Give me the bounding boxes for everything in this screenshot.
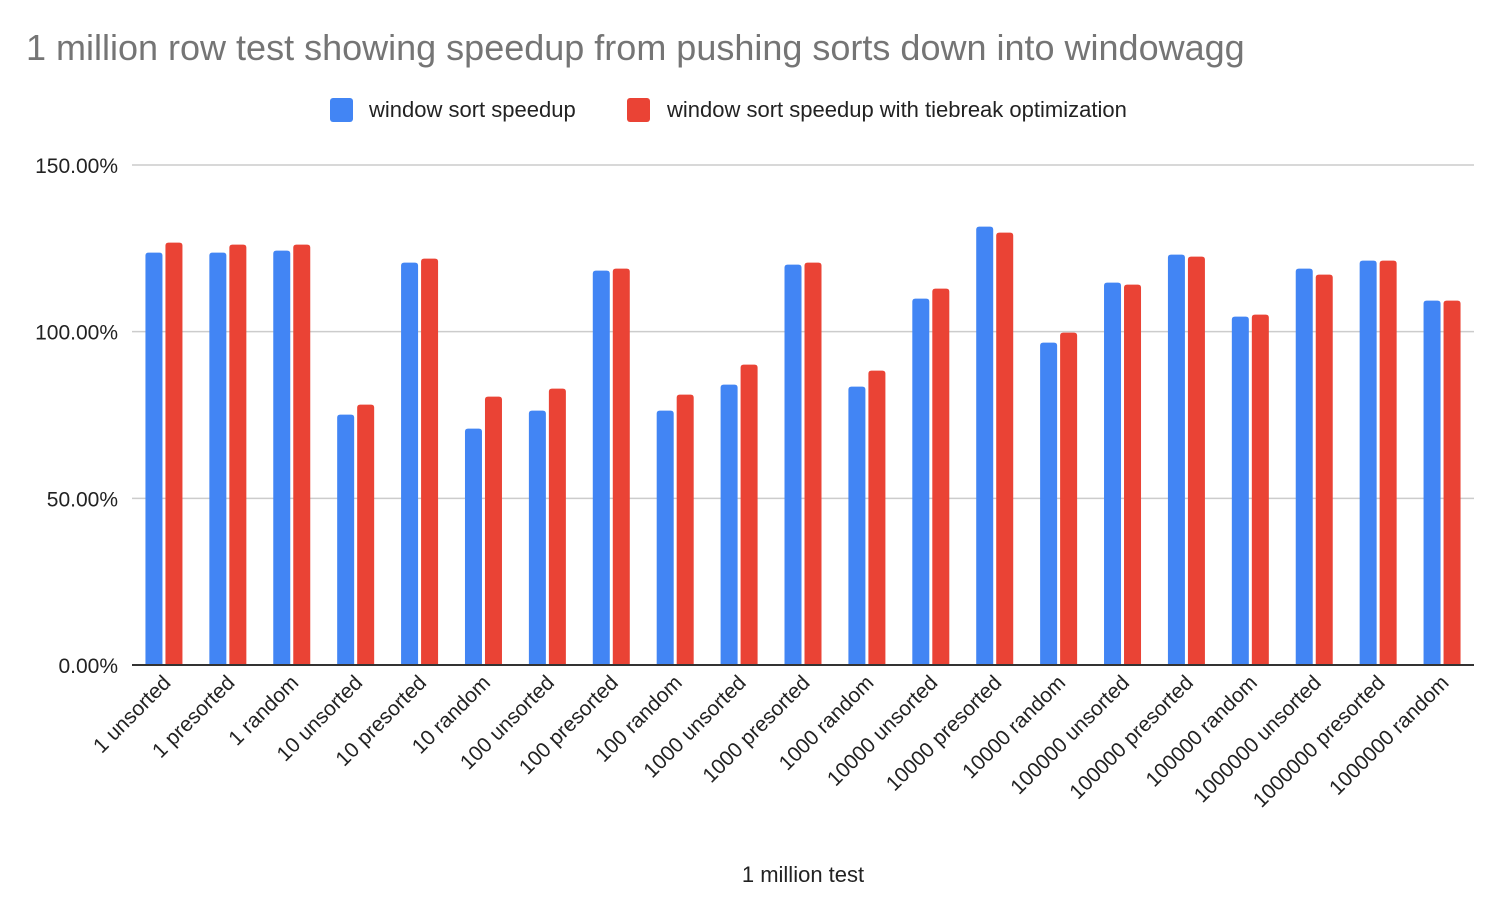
chart-title: 1 million row test showing speedup from …	[26, 27, 1245, 68]
bar-window-sort-speedup[interactable]	[1359, 260, 1377, 665]
bar-window-sort-speedup-tiebreak[interactable]	[676, 394, 694, 665]
bar-window-sort-speedup-tiebreak[interactable]	[1379, 260, 1397, 665]
bar-window-sort-speedup-tiebreak[interactable]	[932, 288, 950, 665]
x-tick-label: 10000 presorted	[882, 671, 1006, 795]
bar-window-sort-speedup[interactable]	[273, 250, 291, 665]
bar-window-sort-speedup[interactable]	[1040, 342, 1058, 665]
bar-window-sort-speedup[interactable]	[464, 428, 482, 665]
bar-window-sort-speedup[interactable]	[145, 252, 163, 665]
bar-window-sort-speedup-tiebreak[interactable]	[740, 364, 758, 665]
x-tick-label: 100000 random	[1142, 671, 1262, 791]
bars	[145, 226, 1461, 665]
y-tick-label: 100.00%	[35, 322, 118, 345]
bar-window-sort-speedup[interactable]	[784, 264, 802, 665]
bar-window-sort-speedup-tiebreak[interactable]	[1124, 284, 1142, 665]
x-tick-label: 10000 unsorted	[823, 671, 942, 790]
bar-window-sort-speedup[interactable]	[1104, 282, 1122, 665]
bar-window-sort-speedup[interactable]	[401, 262, 419, 665]
bar-window-sort-speedup-tiebreak[interactable]	[996, 232, 1014, 665]
bar-window-sort-speedup[interactable]	[976, 226, 994, 665]
bar-window-sort-speedup-tiebreak[interactable]	[293, 244, 311, 665]
x-tick-label: 1000000 random	[1325, 671, 1454, 800]
bar-window-sort-speedup[interactable]	[1295, 268, 1313, 665]
bar-window-sort-speedup-tiebreak[interactable]	[484, 396, 502, 665]
x-axis-label: 1 million test	[742, 862, 864, 887]
legend-swatch-blue	[330, 98, 353, 122]
y-tick-label: 150.00%	[35, 155, 118, 178]
legend-label: window sort speedup with tiebreak optimi…	[666, 97, 1127, 122]
bar-window-sort-speedup-tiebreak[interactable]	[1315, 274, 1333, 665]
bar-window-sort-speedup-tiebreak[interactable]	[1060, 332, 1078, 665]
bar-window-sort-speedup-tiebreak[interactable]	[548, 388, 566, 665]
bar-window-sort-speedup[interactable]	[528, 410, 546, 665]
legend-item-series-0[interactable]: window sort speedup	[330, 97, 576, 122]
bar-window-sort-speedup[interactable]	[848, 386, 866, 665]
bar-window-sort-speedup-tiebreak[interactable]	[612, 268, 630, 665]
bar-window-sort-speedup[interactable]	[209, 252, 227, 665]
legend-item-series-1[interactable]: window sort speedup with tiebreak optimi…	[627, 97, 1127, 122]
x-tick-label: 100000 unsorted	[1006, 671, 1134, 799]
bar-window-sort-speedup-tiebreak[interactable]	[165, 242, 183, 665]
bar-window-sort-speedup[interactable]	[1423, 300, 1441, 665]
bar-window-sort-speedup[interactable]	[656, 410, 674, 665]
y-tick-label: 50.00%	[47, 488, 118, 511]
bar-window-sort-speedup[interactable]	[1231, 316, 1249, 665]
legend-label: window sort speedup	[368, 97, 576, 122]
bar-window-sort-speedup[interactable]	[912, 298, 930, 665]
bar-window-sort-speedup-tiebreak[interactable]	[1443, 300, 1461, 665]
y-axis-tick-labels: 0.00% 50.00% 100.00% 150.00%	[35, 155, 118, 678]
legend-swatch-red	[627, 98, 650, 122]
bar-window-sort-speedup-tiebreak[interactable]	[1251, 314, 1269, 665]
gridlines	[132, 164, 1474, 500]
bar-window-sort-speedup-tiebreak[interactable]	[229, 244, 247, 665]
bar-window-sort-speedup[interactable]	[337, 414, 355, 665]
bar-window-sort-speedup[interactable]	[720, 384, 738, 665]
bar-window-sort-speedup-tiebreak[interactable]	[1187, 256, 1205, 665]
y-tick-label: 0.00%	[58, 655, 118, 678]
legend: window sort speedup window sort speedup …	[330, 97, 1127, 122]
bar-window-sort-speedup[interactable]	[1167, 254, 1185, 665]
bar-window-sort-speedup-tiebreak[interactable]	[357, 404, 375, 665]
bar-window-sort-speedup-tiebreak[interactable]	[804, 262, 822, 665]
bar-window-sort-speedup-tiebreak[interactable]	[868, 370, 886, 665]
bar-window-sort-speedup-tiebreak[interactable]	[421, 258, 439, 665]
bar-window-sort-speedup[interactable]	[592, 270, 610, 665]
